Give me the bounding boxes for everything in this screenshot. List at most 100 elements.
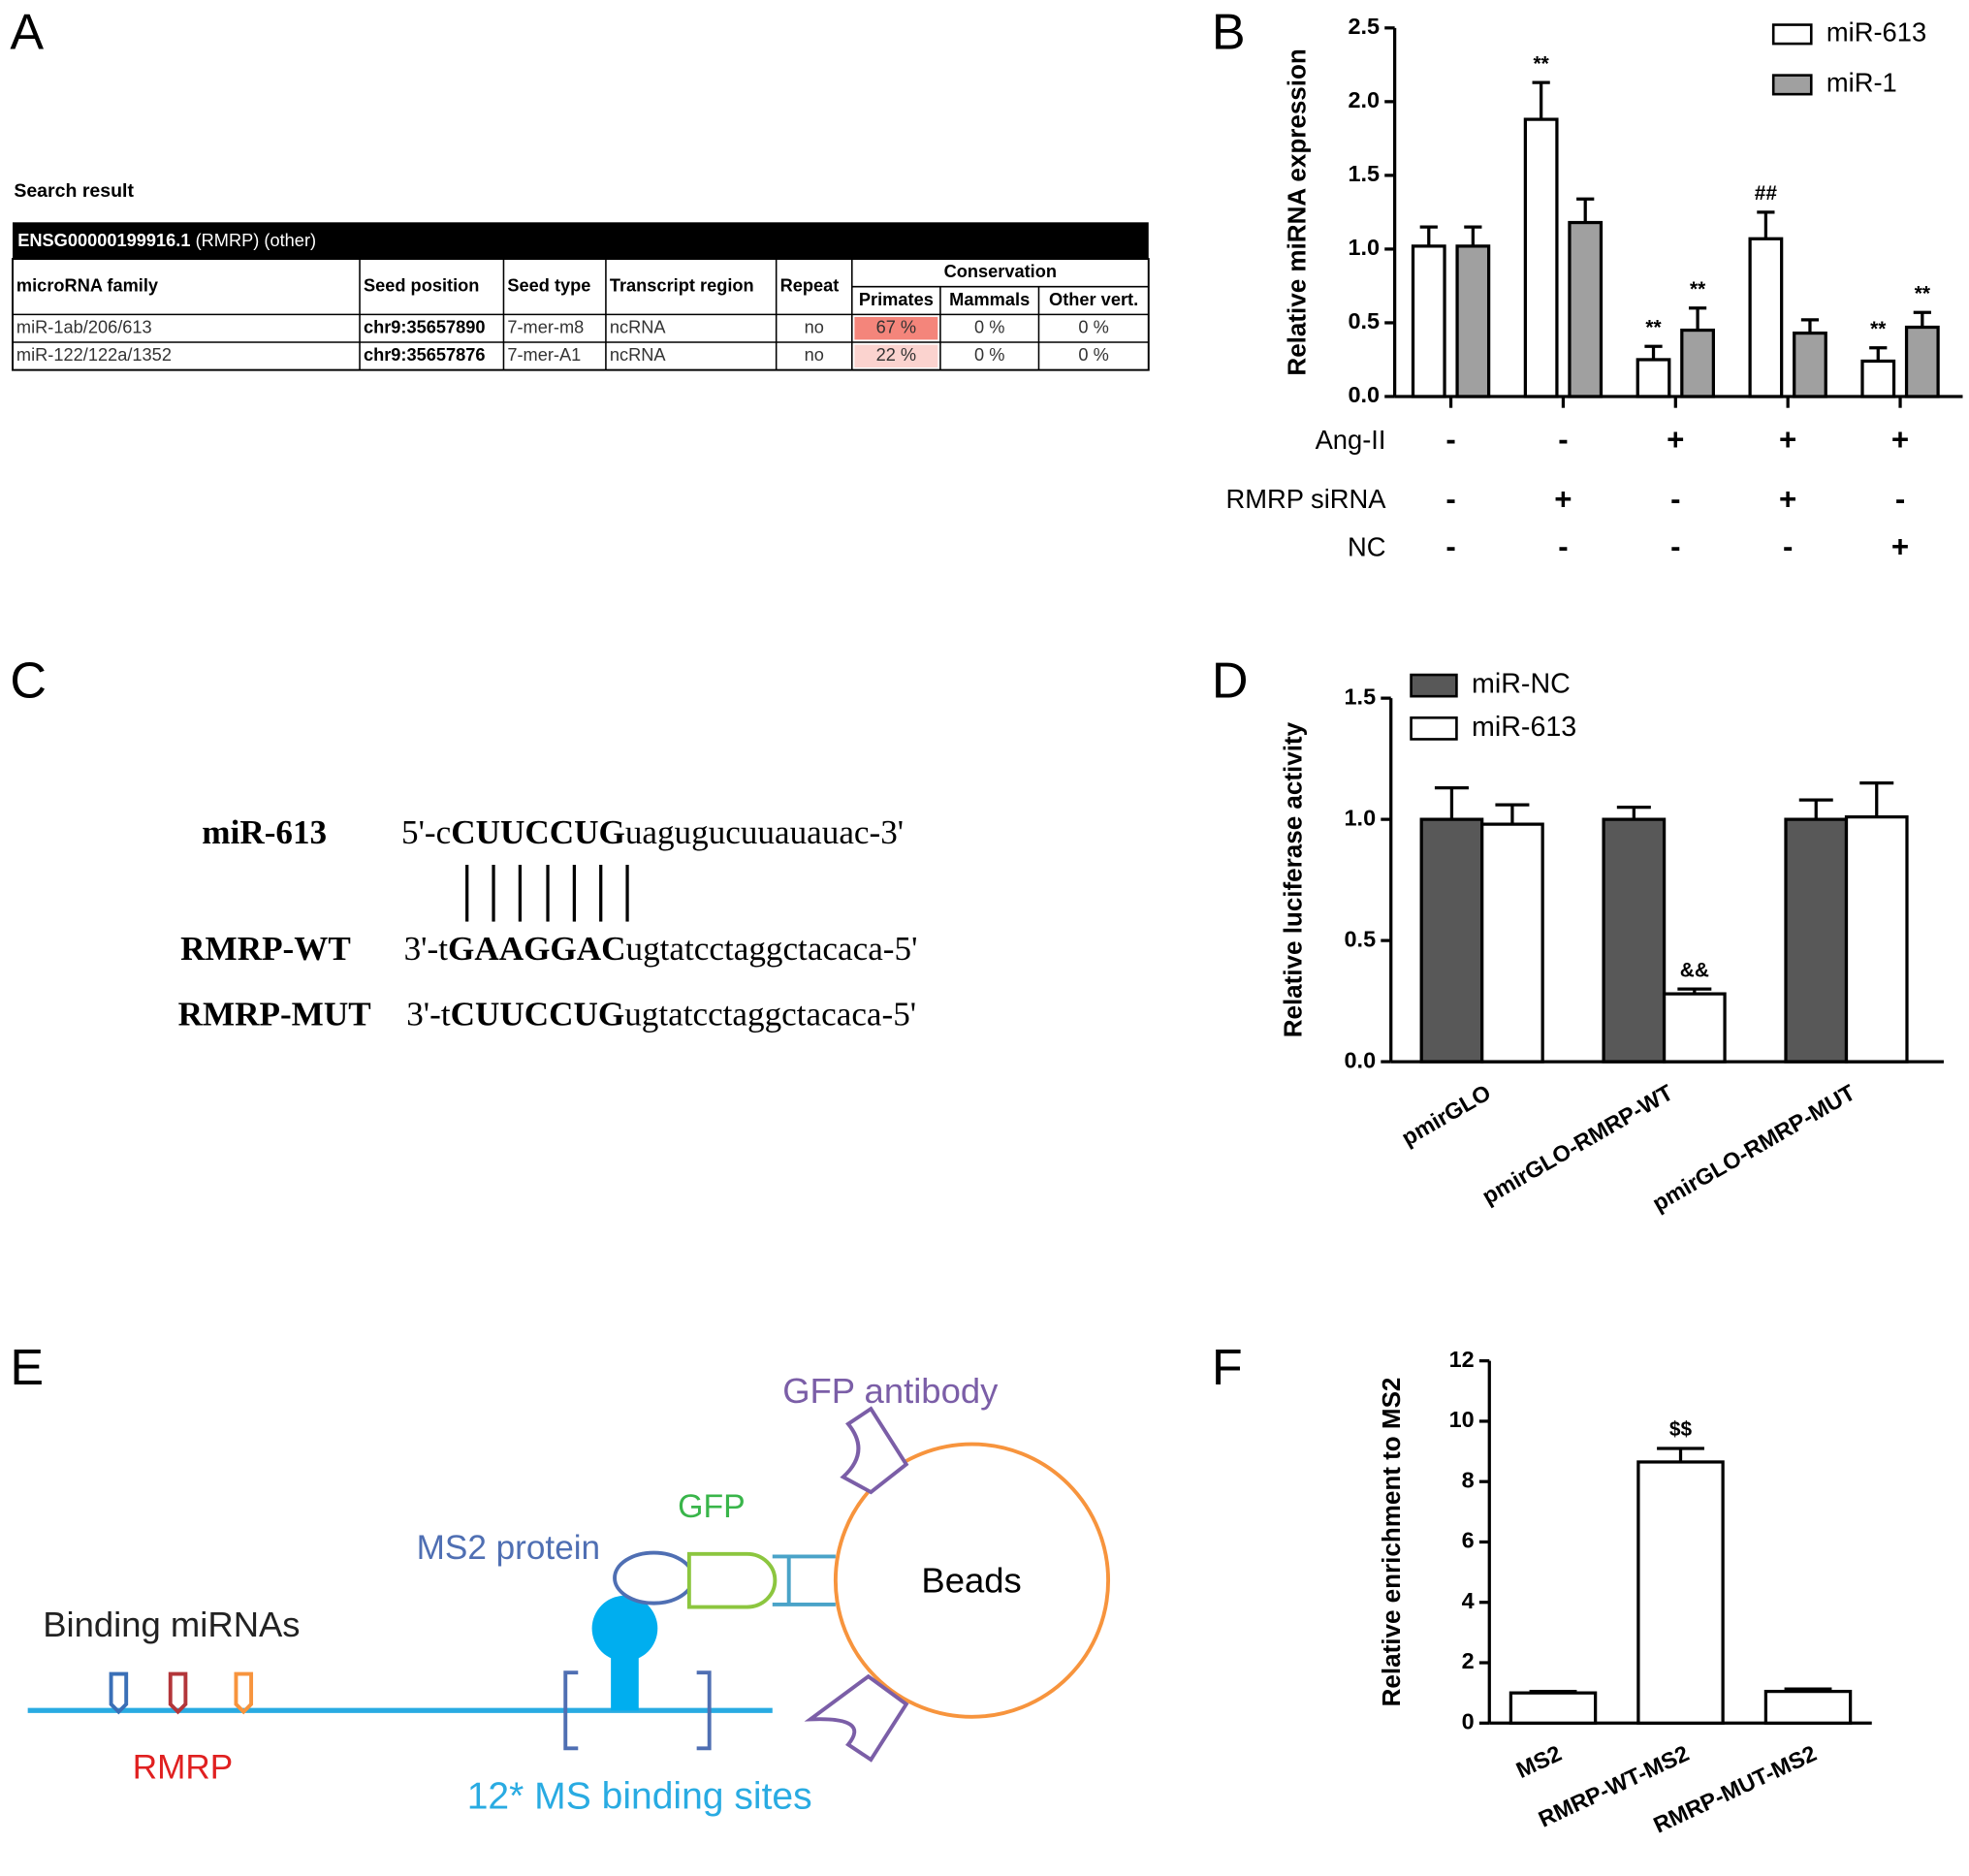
table-cell: no xyxy=(805,345,824,365)
bar xyxy=(1568,220,1604,398)
bar xyxy=(1748,237,1784,398)
label-beads: Beads xyxy=(921,1560,1021,1600)
y-tick-label: 1.5 xyxy=(1348,161,1380,186)
label-sites: 12* MS binding sites xyxy=(467,1776,812,1818)
significance: ** xyxy=(1690,278,1706,301)
table-cell: 0 % xyxy=(1078,345,1108,365)
table-cell: 67 % xyxy=(876,317,917,336)
group-header: Conservation xyxy=(944,262,1057,281)
label-ms2: MS2 protein xyxy=(417,1529,600,1567)
condition-sign: + xyxy=(1667,423,1684,457)
bar xyxy=(1860,359,1896,398)
condition-sign: + xyxy=(1891,423,1909,457)
table-cell: 7-mer-A1 xyxy=(507,345,581,365)
y-axis-title: Relative luciferase activity xyxy=(1279,721,1308,1037)
y-tick-label: 0.0 xyxy=(1348,382,1380,407)
table-caption: Search result xyxy=(14,180,134,202)
y-tick-label: 4 xyxy=(1462,1588,1475,1613)
linker xyxy=(772,1554,836,1606)
chart: 0.0 0.5 1.0 1.5 Relative luciferase activity… xyxy=(1279,669,1944,1216)
table-cell: chr9:35657876 xyxy=(364,345,486,365)
bar xyxy=(1904,325,1940,398)
panel-letter: B xyxy=(1212,4,1246,60)
significance: $$ xyxy=(1669,1418,1693,1441)
antibody xyxy=(840,1406,909,1495)
y-axis-title: Relative enrichment to MS2 xyxy=(1377,1378,1406,1707)
column-header: microRNA family xyxy=(16,276,159,296)
x-tick-label: pmirGLO-RMRP-MUT xyxy=(1648,1079,1860,1216)
table: Search result ENSG00000199916.1 (RMRP) (… xyxy=(12,180,1150,371)
panel-letter: E xyxy=(10,1340,44,1396)
sequence-seed: CUUCCUG xyxy=(451,996,625,1033)
subcolumn-header: Mammals xyxy=(949,290,1030,309)
legend-swatch xyxy=(1771,74,1813,96)
column-header: Seed type xyxy=(507,276,590,296)
subcolumn-header: Primates xyxy=(859,290,934,309)
condition-label: Ang-II xyxy=(1316,425,1386,455)
sequence-prefix: 5'-c xyxy=(401,813,451,851)
table-header: ENSG00000199916.1 (RMRP) (other) xyxy=(17,231,316,250)
condition-sign: - xyxy=(1670,530,1680,564)
sequence-name: RMRP-WT xyxy=(180,930,351,968)
y-tick-label: 8 xyxy=(1462,1467,1475,1492)
condition-sign: - xyxy=(1445,530,1455,564)
table-cell: ncRNA xyxy=(610,317,667,336)
diagram: GFP antibody GFP MS2 protein Beads Bindi… xyxy=(27,1371,1111,1818)
y-tick-label: 0.5 xyxy=(1348,308,1380,334)
table-cell: chr9:35657890 xyxy=(364,317,486,336)
y-tick-label: 1.0 xyxy=(1345,805,1377,830)
significance: ** xyxy=(1534,52,1550,75)
condition-label: NC xyxy=(1348,532,1385,562)
bracket xyxy=(696,1670,712,1751)
sequence-suffix: uagugucuuauauac-3' xyxy=(625,813,904,851)
bar xyxy=(1602,817,1667,1064)
label-mirnas: Binding miRNAs xyxy=(43,1605,300,1644)
bar xyxy=(1480,822,1544,1064)
label-antibody: GFP antibody xyxy=(782,1371,999,1411)
condition-sign: + xyxy=(1891,530,1909,564)
y-tick-label: 2.5 xyxy=(1348,14,1380,39)
table-cell: ncRNA xyxy=(610,345,667,365)
legend-swatch xyxy=(1771,23,1813,46)
mirna-site xyxy=(109,1671,129,1715)
sequence: 3'-tCUUCCUGugtatcctaggctacaca-5' xyxy=(406,996,916,1033)
ms2-protein xyxy=(613,1550,695,1606)
gene-note: (RMRP) (other) xyxy=(196,231,317,250)
primates-cell xyxy=(854,316,938,340)
bar xyxy=(1793,331,1827,398)
pairing-lines xyxy=(465,864,629,922)
label-rmrp: RMRP xyxy=(133,1749,233,1787)
condition-sign: + xyxy=(1779,423,1796,457)
sequence-name: RMRP-MUT xyxy=(178,996,371,1033)
sequence: 5'-cCUUCCUGuagugucuuauauac-3' xyxy=(401,813,904,851)
sequence: 3'-tGAAGGACugtatcctaggctacaca-5' xyxy=(404,930,918,968)
legend-label: miR-613 xyxy=(1472,712,1576,743)
chart: 0 2 4 6 8 10 12 Relative enrichment to MS2 $$ MS2… xyxy=(1377,1347,1872,1838)
sequence-prefix: 3'-t xyxy=(404,930,449,968)
column-header: Seed position xyxy=(364,276,479,296)
table-cell: miR-122/122a/1352 xyxy=(16,345,172,365)
bar xyxy=(1411,244,1446,398)
y-tick-label: 1.0 xyxy=(1348,235,1380,260)
panel-letter: A xyxy=(10,4,44,60)
bar xyxy=(1784,817,1849,1064)
table-cell: 7-mer-m8 xyxy=(507,317,584,336)
x-tick-label: pmirGLO xyxy=(1397,1080,1495,1151)
y-tick-label: 0.0 xyxy=(1345,1047,1377,1072)
bar xyxy=(1680,328,1715,398)
panel-letter: C xyxy=(10,653,47,710)
bar xyxy=(1509,1691,1598,1725)
condition-sign: - xyxy=(1558,423,1568,457)
sequence-suffix: ugtatcctaggctacaca-5' xyxy=(624,996,916,1033)
gfp-shape xyxy=(686,1551,778,1609)
legend-label: miR-613 xyxy=(1826,17,1926,48)
bar xyxy=(1419,817,1484,1064)
condition-sign: - xyxy=(1445,423,1455,457)
panel-letter: D xyxy=(1212,653,1249,710)
label-gfp: GFP xyxy=(678,1488,746,1525)
primates-cell xyxy=(854,344,938,368)
antibody xyxy=(804,1673,909,1763)
bar xyxy=(1662,992,1727,1064)
bar xyxy=(1763,1689,1853,1725)
